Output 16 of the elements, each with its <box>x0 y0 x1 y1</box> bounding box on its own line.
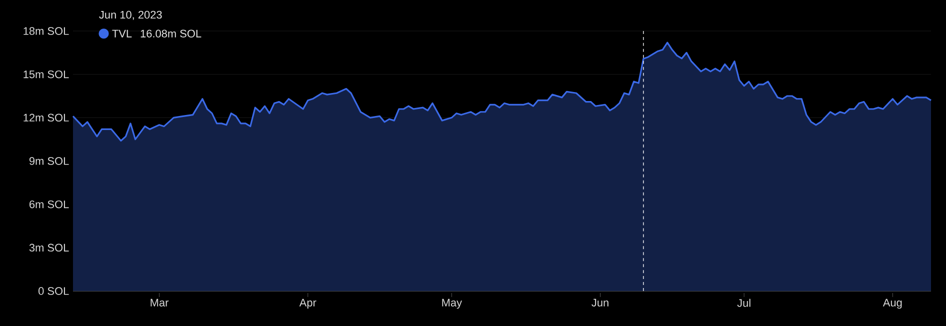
x-tick-label: Jun <box>592 298 608 306</box>
x-tick-label: May <box>442 298 462 309</box>
ref-line-label: Jun 10, 2023 <box>99 10 162 20</box>
y-tick-label: 12m SOL <box>24 114 69 122</box>
y-tick-label: 18m SOL <box>24 27 69 35</box>
y-tick-label: 9m SOL <box>29 157 69 165</box>
x-tick-label: Apr <box>299 298 316 309</box>
x-tick-label: Jul <box>737 298 750 307</box>
y-tick-label: 15m SOL <box>24 70 69 78</box>
annotation: 16.08m SOL <box>140 30 202 38</box>
y-tick-label: 3m SOL <box>29 244 69 252</box>
x-tick-label: Mar <box>150 298 169 306</box>
y-tick-label: 0 SOL <box>38 287 69 295</box>
legend-label: TVL <box>112 30 132 38</box>
x-tick-label: Aug <box>882 298 902 309</box>
y-tick-label: 6m SOL <box>30 200 69 208</box>
